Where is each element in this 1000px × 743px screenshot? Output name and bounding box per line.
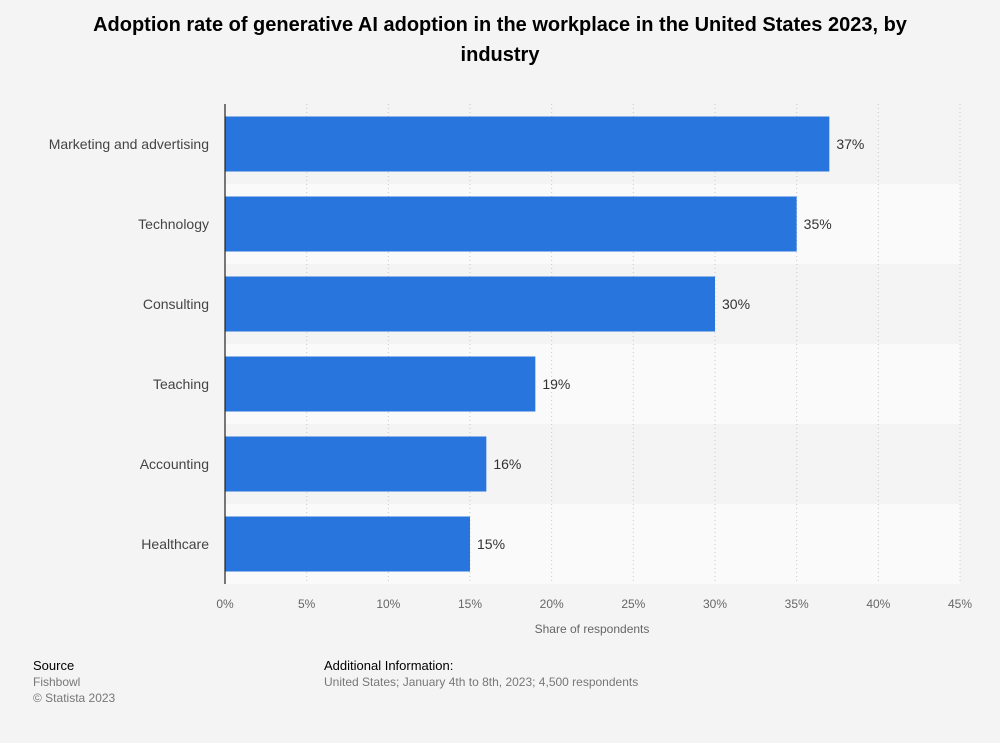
value-label: 35% (804, 216, 832, 232)
value-labels: 37% 35% 30% 19% 16% 15% (477, 136, 864, 552)
x-tick-label: 20% (540, 597, 564, 611)
category-label: Consulting (143, 296, 209, 312)
gridlines (306, 104, 961, 584)
source-heading: Source (33, 658, 75, 673)
x-tick-label: 40% (866, 597, 890, 611)
x-axis-title: Share of respondents (535, 622, 650, 636)
additional-info-block: Additional Information: United States; J… (324, 658, 638, 690)
source-block: Source Fishbowl © Statista 2023 (33, 658, 115, 706)
category-label: Healthcare (141, 536, 209, 552)
value-label: 19% (542, 376, 570, 392)
category-label: Accounting (140, 456, 209, 472)
x-tick-label: 45% (948, 597, 972, 611)
additional-info-heading: Additional Information: (324, 658, 454, 673)
value-label: 16% (493, 456, 521, 472)
source-name[interactable]: Fishbowl (33, 675, 81, 689)
value-label: 30% (722, 296, 750, 312)
x-tick-label: 10% (376, 597, 400, 611)
x-tick-label: 0% (216, 597, 234, 611)
row-bands (225, 104, 960, 584)
category-label: Teaching (153, 376, 209, 392)
x-tick-label: 25% (621, 597, 645, 611)
bar[interactable] (225, 276, 715, 332)
value-label: 15% (477, 536, 505, 552)
x-tick-label: 35% (785, 597, 809, 611)
category-label: Marketing and advertising (49, 136, 209, 152)
bar[interactable] (225, 116, 830, 172)
copyright-text[interactable]: © Statista 2023 (33, 691, 116, 705)
x-tick-label: 15% (458, 597, 482, 611)
bar[interactable] (225, 356, 536, 412)
additional-info-text: United States; January 4th to 8th, 2023;… (324, 675, 639, 689)
x-tick-label: 30% (703, 597, 727, 611)
bar-chart: Marketing and advertising Technology Consu… (49, 104, 972, 636)
category-labels: Marketing and advertising Technology Consu… (49, 136, 210, 552)
x-tick-label: 5% (298, 597, 316, 611)
bar[interactable] (225, 196, 797, 252)
bar[interactable] (225, 516, 470, 572)
category-label: Technology (138, 216, 209, 232)
bars (225, 116, 830, 572)
bar[interactable] (225, 436, 487, 492)
chart-title: Adoption rate of generative AI adoption … (93, 14, 907, 66)
x-axis-ticks: 0% 5% 10% 15% 20% 25% 30% 35% 40% 45% (216, 597, 972, 611)
value-label: 37% (836, 136, 864, 152)
